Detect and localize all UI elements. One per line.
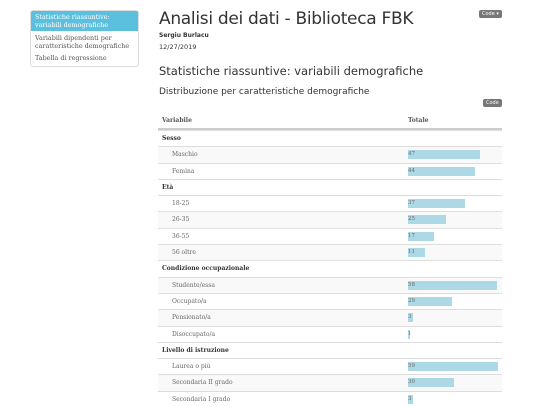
row-value: 25 [408,216,415,223]
table-row: Femina 44 [158,162,502,179]
table-row: Maschio 47 [158,146,502,163]
row-label: Studente/essa [172,281,215,289]
row-label: Secondaria II grado [172,379,233,387]
row-value: 37 [408,200,415,207]
toc-item-tabella-regressione[interactable]: Tabella di regressione [35,54,107,62]
row-label: Maschio [172,151,198,159]
value-bar [408,248,425,258]
value-bar [408,199,465,209]
main-content: Analisi dei dati - Biblioteca FBK Sergiu… [159,8,501,98]
value-bar [408,394,413,404]
value-bar [408,362,499,372]
value-bar [408,378,454,388]
page-title: Analisi dei dati - Biblioteca FBK [159,9,414,29]
table-row: 18-25 37 [158,195,502,212]
section-heading: Statistiche riassuntive: variabili demog… [159,64,424,78]
toc-item-variabili-dipendenti[interactable]: Variabili dipendenti per caratteristiche… [35,34,130,50]
table-group-row: Condizione occupazionale [158,260,502,276]
code-dropdown-button[interactable]: Code ▾ [479,10,502,18]
row-value: 47 [408,151,415,158]
column-header-variabile: Variabile [162,117,192,124]
column-header-totale: Totale [408,117,429,124]
row-label: Occupato/a [172,297,207,305]
row-value: 29 [408,297,415,304]
group-label: Condizione occupazionale [162,265,250,273]
row-label: 26-35 [172,216,190,224]
value-bar [408,150,481,160]
subsection-heading: Distribuzione per caratteristiche demogr… [159,87,370,97]
row-value: 3 [408,314,412,321]
code-toggle-button[interactable]: Code [483,99,502,107]
table-of-contents: Statistiche riassuntive: variabili demog… [30,10,139,67]
table-group-row: Sesso [158,130,502,146]
row-label: Disoccupato/a [172,330,216,338]
value-bar [408,231,435,241]
row-value: 3 [408,395,412,402]
table-row: Laurea o più 59 [158,358,502,375]
group-label: Sesso [162,135,181,142]
value-bar [408,280,497,290]
toc-item-statistiche[interactable]: Statistiche riassuntive: variabili demog… [31,11,138,31]
value-bar [408,313,413,323]
row-value: 44 [408,167,415,174]
demographics-table: Variabile Totale Sesso Maschio 47 Femina 44 E… [158,113,502,407]
table-row: Disoccupato/a 1 [158,325,502,342]
table-row: Occupato/a 29 [158,292,502,310]
row-value: 58 [408,281,415,288]
table-row: Studente/essa 58 [158,276,502,293]
table-row: Secondaria I grado 3 [158,390,502,407]
row-value: 11 [408,249,415,256]
table-row: Pensionato/a 3 [158,309,502,326]
row-value: 30 [408,379,415,386]
row-value: 59 [408,363,415,370]
author: Sergiu Burlacu [159,32,209,39]
value-bar [408,296,453,306]
table-group-row: Età [158,178,502,195]
group-label: Livello di istruzione [162,346,229,354]
row-value: 1 [408,330,412,337]
row-label: Pensionato/a [172,314,211,322]
row-value: 17 [408,232,415,239]
value-bar [408,329,410,339]
value-bar [408,166,476,176]
table-row: Secondaria II grado 30 [158,374,502,391]
table-row: 36-55 17 [158,227,502,245]
date: 12/27/2019 [159,43,197,51]
row-label: 56 oltre [172,249,196,257]
row-label: Laurea o più [172,363,211,371]
row-label: 18-25 [172,200,190,208]
row-label: Secondaria I grado [172,395,231,403]
row-label: 36-55 [172,232,190,240]
table-row: 26-35 25 [158,211,502,228]
row-label: Femina [172,167,195,175]
table-header: Variabile Totale [158,113,502,130]
table-row: 56 oltre 11 [158,244,502,261]
table-group-row: Livello di istruzione [158,341,502,358]
value-bar [408,215,447,225]
group-label: Età [162,183,174,191]
